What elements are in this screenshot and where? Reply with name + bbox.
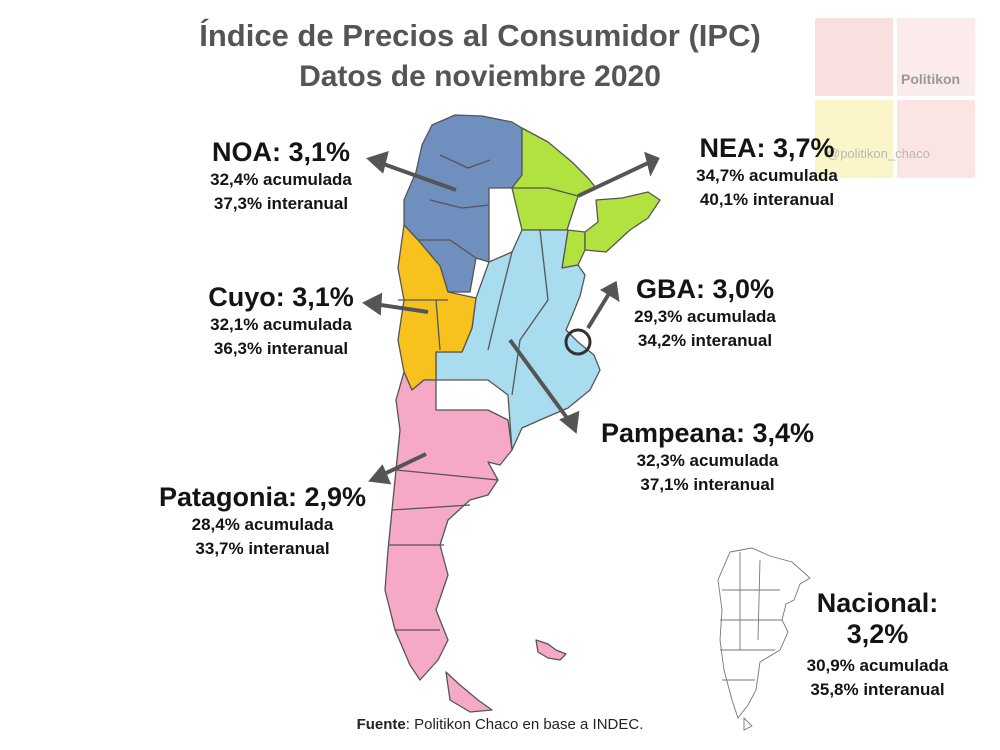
nea-interanual: 40,1% interanual (699, 190, 835, 209)
logo-name: Politikon (901, 71, 961, 87)
arrow-noa-head (366, 151, 389, 174)
nacional-interanual: 35,8% interanual (810, 680, 945, 699)
logo-block-red-bottom (897, 100, 975, 178)
pampeana-interanual: 37,1% interanual (640, 475, 775, 494)
region-label-gba: GBA: 3,0% 29,3% acumulada 34,2% interanu… (600, 274, 810, 353)
arrow-cuyo-head (362, 292, 383, 316)
logo-block-yellow (815, 100, 893, 178)
arrow-pampeana-head (559, 410, 580, 434)
gba-interanual: 34,2% interanual (637, 331, 773, 350)
region-label-cuyo: Cuyo: 3,1% 32,1% acumulada 36,3% interan… (176, 282, 386, 361)
nacional-acumulada: 30,9% acumulada (806, 656, 949, 675)
patagonia-interanual: 33,7% interanual (195, 539, 330, 558)
tierra-del-fuego (445, 671, 493, 713)
gba-acumulada: 29,3% acumulada (634, 307, 776, 326)
region-label-noa: NOA: 3,1% 32,4% acumulada 37,3% interanu… (176, 137, 386, 216)
nea-acumulada: 34,7% acumulada (696, 166, 838, 185)
arrow-cuyo (373, 302, 429, 314)
noa-acumulada: 32,4% acumulada (210, 170, 352, 189)
patagonia-acumulada: 28,4% acumulada (191, 515, 334, 534)
arrow-noa (377, 160, 457, 192)
gba-circle (564, 328, 592, 356)
noa-title: NOA: 3,1% (211, 137, 351, 167)
logo: Politikon @politikon_chaco (815, 18, 985, 178)
region-nea-misiones (584, 191, 661, 253)
region-patagonia (384, 371, 513, 681)
gba-title: GBA: 3,0% (635, 274, 775, 304)
source-text: : Politikon Chaco en base a INDEC. (405, 716, 644, 733)
malvinas (535, 639, 567, 661)
region-label-nea: NEA: 3,7% 34,7% acumulada 40,1% interanu… (662, 133, 872, 212)
cuyo-title: Cuyo: 3,1% (208, 282, 354, 312)
arrow-patagonia (379, 452, 427, 478)
nacional-title-line1: Nacional: (816, 588, 939, 618)
arrow-nea-head (644, 151, 660, 177)
logo-block-red-right (897, 18, 975, 96)
cuyo-acumulada: 32,1% acumulada (210, 315, 352, 334)
region-label-nacional: Nacional: 3,2% 30,9% acumulada 35,8% int… (770, 588, 985, 702)
page-title: Índice de Precios al Consumidor (IPC) (199, 18, 761, 53)
nacional-title-line2: 3,2% (846, 619, 909, 649)
page-subtitle: Datos de noviembre 2020 (299, 60, 661, 93)
pampeana-title: Pampeana: 3,4% (600, 418, 815, 448)
noa-interanual: 37,3% interanual (213, 194, 349, 213)
source-note: Fuente: Politikon Chaco en base a INDEC. (0, 716, 1000, 733)
pampeana-acumulada: 32,3% acumulada (636, 451, 779, 470)
source-label: Fuente (356, 716, 406, 733)
region-label-pampeana: Pampeana: 3,4% 32,3% acumulada 37,1% int… (585, 418, 830, 497)
cuyo-interanual: 36,3% interanual (213, 339, 349, 358)
logo-handle: @politikon_chaco (827, 146, 930, 161)
nea-title: NEA: 3,7% (699, 133, 835, 163)
logo-block-red (815, 18, 893, 96)
region-label-patagonia: Patagonia: 2,9% 28,4% acumulada 33,7% in… (140, 482, 385, 561)
patagonia-title: Patagonia: 2,9% (158, 482, 367, 512)
arrow-nea (577, 161, 649, 198)
arrow-patagonia-head (368, 464, 392, 485)
arrow-gba (586, 290, 612, 330)
arrow-gba-head (600, 280, 620, 302)
arrow-pampeana (508, 338, 572, 424)
nacional-mini-map (717, 547, 811, 731)
